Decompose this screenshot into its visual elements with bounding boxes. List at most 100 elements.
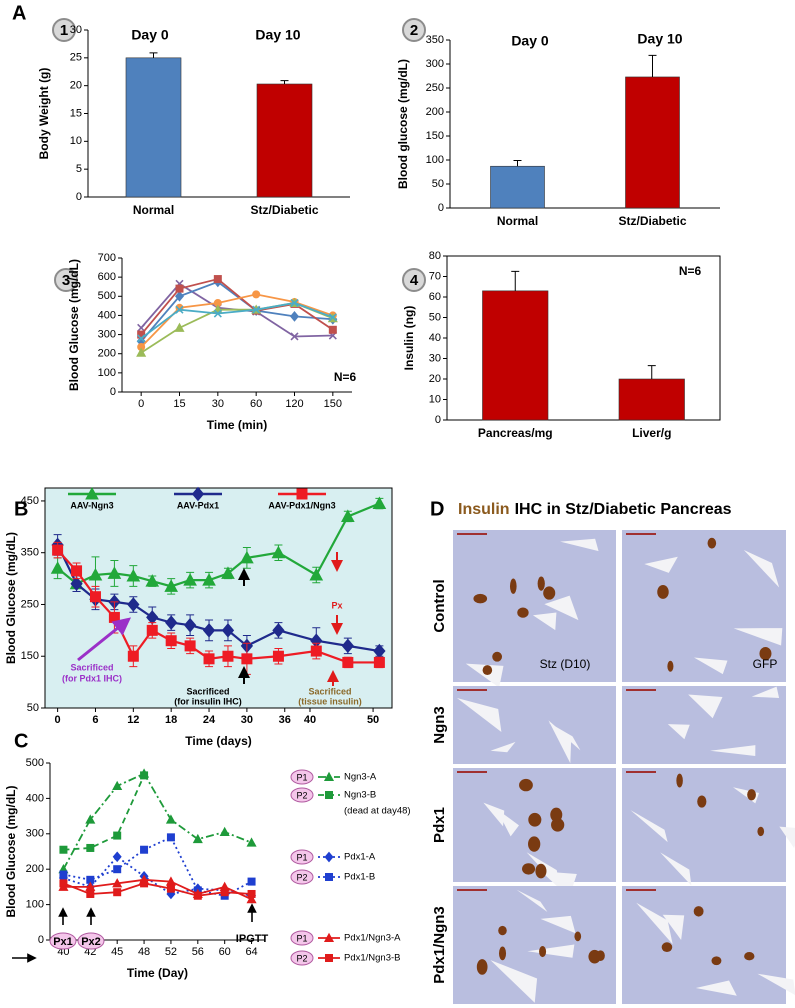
legend-marker (323, 932, 335, 942)
point (145, 574, 160, 587)
islet (517, 607, 529, 618)
x-tick-label: 64 (245, 946, 257, 958)
y-tick-label: 50 (432, 178, 444, 190)
x-tick-label: Stz/Diabetic (618, 214, 686, 228)
islet (550, 807, 563, 822)
islet (596, 950, 605, 962)
point (202, 623, 216, 638)
x-tick-label: Normal (497, 214, 538, 228)
y-tick-label: 20 (70, 80, 82, 92)
legend-label: Pdx1/Ngn3-A (344, 933, 401, 944)
point (113, 888, 122, 897)
legend-badge (290, 787, 314, 803)
x-tick-label: 6 (92, 714, 98, 726)
annotation: N=6 (334, 370, 357, 384)
point (247, 889, 256, 898)
annotation: IPGTT (236, 933, 269, 945)
micrograph (622, 530, 786, 682)
x-tick-label: Stz/Diabetic (250, 203, 318, 217)
legend-badge (290, 769, 314, 785)
panel-badge (54, 268, 78, 292)
annotation: Day 10 (637, 31, 682, 47)
annotation: Sacrificed (308, 686, 351, 696)
legend-marker (296, 488, 308, 500)
y-tick-label: 40 (429, 332, 441, 344)
tissue-gap (779, 826, 795, 849)
micrograph (622, 768, 786, 882)
tissue-gap (560, 538, 599, 552)
legend-marker (191, 486, 205, 502)
point (271, 545, 286, 559)
micrograph (453, 686, 616, 764)
y-tick-label: 15 (70, 107, 82, 119)
point (137, 323, 146, 332)
point (137, 334, 146, 343)
islet (509, 578, 517, 594)
y-tick-label: 200 (26, 863, 44, 875)
point (59, 870, 68, 879)
point (241, 653, 253, 665)
series-line (140, 280, 333, 342)
y-tick-label: 700 (98, 252, 116, 264)
point (372, 496, 387, 510)
islet (697, 795, 707, 808)
panel-number: 2 (410, 22, 418, 39)
point (328, 325, 337, 334)
legend-badge-label: P2 (296, 953, 307, 963)
islet (482, 665, 493, 676)
point (219, 826, 230, 837)
tissue-gap (516, 889, 548, 913)
islet (711, 956, 722, 966)
islet (476, 959, 488, 975)
tissue-gap (695, 980, 737, 996)
legend-label: Ngn3-A (344, 772, 377, 783)
x-tick-label: 60 (250, 398, 262, 410)
tissue-gap (636, 902, 673, 945)
islet (667, 660, 674, 672)
panel-badge (402, 18, 426, 42)
legend-badge-label: P2 (296, 872, 307, 882)
y-axis-label: Body Weight (g) (37, 68, 51, 160)
x-tick-label: 30 (212, 398, 224, 410)
tissue-gap (757, 973, 795, 995)
error-bar (647, 365, 656, 379)
point (89, 591, 101, 603)
y-tick-label: 5 (76, 163, 82, 175)
x-tick-label: 30 (241, 714, 253, 726)
legend-label: Pdx1-A (344, 852, 376, 863)
islet (535, 863, 547, 879)
annotation: Day 10 (255, 27, 300, 43)
bar (482, 290, 549, 421)
bar (625, 76, 680, 209)
point (175, 284, 184, 293)
x-tick-label: 48 (138, 946, 150, 958)
point (113, 865, 122, 874)
annotation: Px1 (53, 936, 73, 948)
legend-badge-label: P1 (296, 852, 307, 862)
y-tick-label: 100 (98, 367, 116, 379)
point (222, 650, 234, 662)
y-axis-label: Blood glucose (mg/dL) (396, 59, 410, 189)
annotation: Px (331, 600, 342, 610)
x-tick-label: 36 (279, 714, 291, 726)
point (221, 566, 235, 579)
islet (759, 647, 772, 661)
series-line (63, 775, 145, 851)
tissue-gap (548, 722, 581, 751)
point (127, 597, 140, 612)
point (127, 650, 139, 662)
y-tick-label: 0 (438, 202, 444, 214)
y-tick-label: 500 (98, 290, 116, 302)
tissue-gap (527, 944, 575, 958)
bar (618, 378, 685, 421)
annotation: Day 0 (131, 27, 169, 43)
series-line (63, 878, 252, 901)
y-tick-label: 70 (429, 270, 441, 282)
x-tick-label: 0 (55, 714, 61, 726)
error-bar (513, 159, 522, 167)
x-tick-label: 15 (173, 398, 185, 410)
islet (522, 863, 536, 875)
point (140, 771, 149, 780)
image-label: GFP (753, 657, 778, 671)
y-tick-label: 300 (426, 58, 444, 70)
